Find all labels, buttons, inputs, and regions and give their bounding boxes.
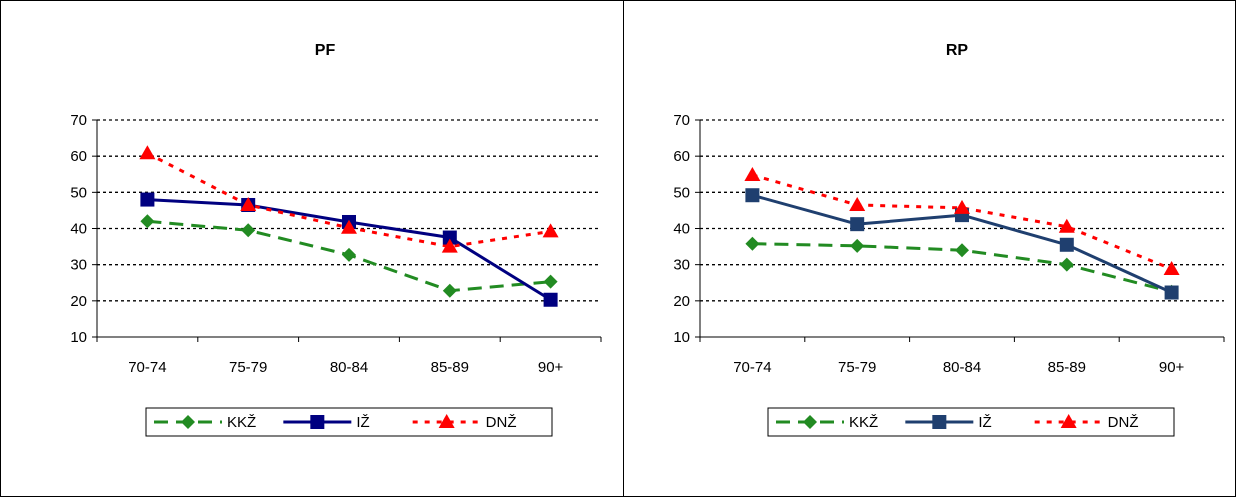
data-point	[1164, 285, 1179, 300]
legend-marker	[803, 415, 817, 429]
data-point	[745, 188, 760, 203]
x-tick-label: 90+	[538, 359, 564, 376]
x-tick-label: 80-84	[943, 359, 981, 376]
y-tick-label: 10	[70, 329, 87, 346]
data-point	[442, 283, 457, 298]
data-point	[744, 166, 761, 181]
y-tick-label: 70	[673, 112, 690, 129]
y-tick-label: 60	[70, 148, 87, 165]
y-tick-label: 30	[673, 257, 690, 274]
data-point	[1163, 261, 1180, 276]
legend-marker	[932, 415, 947, 429]
data-point	[140, 192, 155, 207]
legend-marker	[181, 415, 195, 429]
y-tick-label: 20	[70, 293, 87, 310]
x-tick-label: 75-79	[838, 359, 876, 376]
data-point	[849, 196, 866, 211]
data-point	[543, 292, 558, 307]
x-tick-label: 75-79	[229, 359, 267, 376]
data-point	[241, 223, 256, 238]
y-tick-label: 50	[70, 184, 87, 201]
x-tick-label: 70-74	[733, 359, 771, 376]
data-point	[1058, 218, 1075, 233]
data-point	[341, 219, 357, 234]
legend-label: IŽ	[978, 414, 991, 431]
data-point	[441, 238, 458, 253]
data-point	[542, 223, 559, 238]
data-point	[543, 274, 558, 289]
y-tick-label: 60	[673, 148, 690, 165]
legend-label: DNŽ	[1108, 414, 1139, 431]
chart-title: RP	[946, 42, 969, 59]
series-line	[751, 173, 1173, 271]
legend-label: IŽ	[356, 414, 369, 431]
data-point	[745, 236, 760, 251]
data-point	[954, 199, 970, 214]
y-tick-label: 70	[70, 112, 87, 129]
chart-title: PF	[315, 42, 336, 59]
data-point	[240, 196, 257, 211]
y-tick-label: 30	[70, 257, 87, 274]
x-tick-label: 80-84	[330, 359, 368, 376]
x-tick-label: 85-89	[1048, 359, 1086, 376]
data-point	[442, 230, 457, 245]
legend-label: DNŽ	[486, 414, 517, 431]
data-point	[955, 243, 969, 258]
y-tick-label: 40	[70, 221, 87, 238]
x-tick-label: 90+	[1159, 359, 1185, 376]
data-point	[850, 217, 865, 232]
x-tick-label: 85-89	[431, 359, 469, 376]
x-tick-label: 70-74	[128, 359, 166, 376]
y-tick-label: 20	[673, 293, 690, 310]
y-tick-label: 10	[673, 329, 690, 346]
y-tick-label: 40	[673, 221, 690, 238]
data-point	[1059, 257, 1074, 272]
data-point	[850, 238, 865, 253]
legend-label: KKŽ	[227, 414, 256, 431]
data-point	[1059, 237, 1074, 252]
legend-marker	[438, 414, 455, 428]
data-point	[342, 247, 356, 262]
data-point	[139, 145, 156, 160]
y-tick-label: 50	[673, 184, 690, 201]
legend-label: KKŽ	[849, 414, 878, 431]
legend-marker	[310, 415, 325, 429]
data-point	[140, 214, 155, 229]
legend-marker	[1060, 414, 1077, 428]
